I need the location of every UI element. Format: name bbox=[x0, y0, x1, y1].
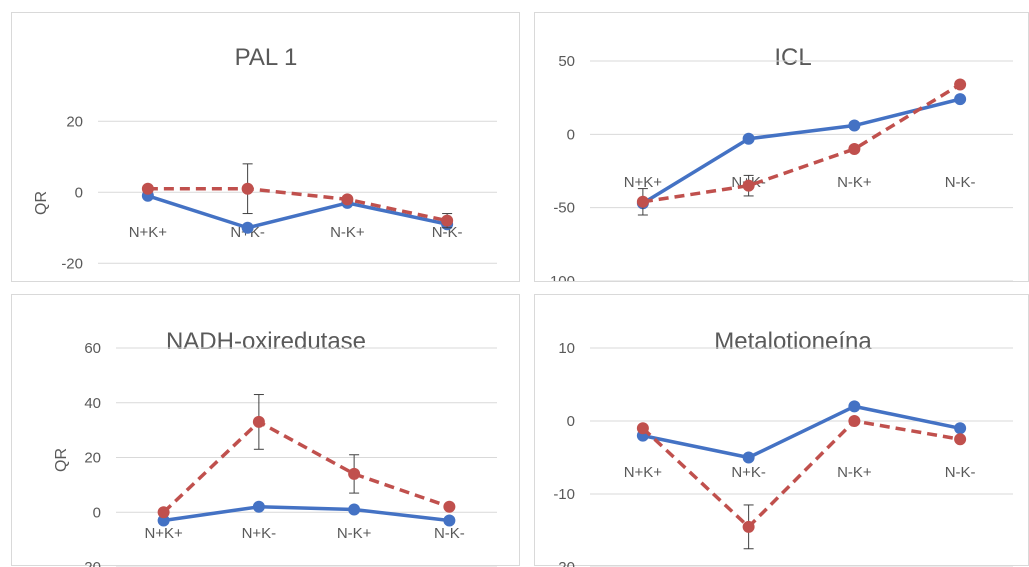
series-line bbox=[642, 404, 961, 460]
plot-area: 60 40 20 0 -20 N+K+ N+K- N-K+ N-K- bbox=[79, 340, 497, 567]
data-point bbox=[636, 195, 649, 208]
x-category-label: N-K+ bbox=[837, 174, 872, 191]
data-point bbox=[341, 193, 354, 206]
data-point bbox=[848, 119, 861, 132]
y-tick-label: -20 bbox=[553, 559, 575, 567]
y-tick-label: 0 bbox=[567, 126, 575, 143]
chart-panel-metalotioneina: Metalotioneína 10 0 -10 -20 N+K+ N+K- N-K+ N-K- bbox=[534, 294, 1029, 567]
y-axis-label: QR bbox=[53, 448, 70, 472]
series-line bbox=[147, 194, 448, 230]
data-point bbox=[348, 503, 361, 516]
data-point bbox=[848, 143, 861, 155]
x-category-label: N+K+ bbox=[624, 464, 663, 481]
y-tick-label: -10 bbox=[553, 486, 575, 503]
data-point bbox=[443, 500, 456, 513]
y-tick-label: -20 bbox=[79, 559, 101, 567]
y-tick-label: 20 bbox=[84, 450, 101, 467]
y-tick-label: 50 bbox=[558, 53, 575, 70]
data-point bbox=[954, 78, 967, 91]
data-point bbox=[252, 500, 265, 513]
y-tick-label: -50 bbox=[553, 200, 575, 217]
data-point bbox=[742, 179, 755, 192]
series-line bbox=[163, 505, 450, 523]
data-point bbox=[742, 132, 755, 145]
y-tick-label: 0 bbox=[567, 413, 575, 430]
chart-pal1: PAL 1 QR 200-20N+K+N+K-N-K+N-K- bbox=[33, 44, 497, 272]
series-line bbox=[641, 97, 961, 205]
chart-panel-nadh: NADH-oxiredutase QR 60 40 20 0 -20 N+K+ N+K- N-… bbox=[11, 294, 520, 567]
data-point bbox=[443, 514, 456, 527]
x-category-label: N-K- bbox=[434, 525, 465, 542]
data-point bbox=[848, 415, 861, 427]
data-point bbox=[252, 415, 265, 428]
x-category-label: N-K+ bbox=[837, 464, 872, 481]
chart-panel-pal1: PAL 1 QR 200-20N+K+N+K-N-K+N-K- bbox=[11, 12, 520, 282]
chart-metalotioneina: Metalotioneína 10 0 -10 -20 N+K+ N+K- N-K+ N-K- bbox=[553, 328, 1013, 567]
y-tick-label: 0 bbox=[75, 184, 83, 201]
data-point bbox=[241, 182, 254, 195]
data-point bbox=[441, 214, 454, 227]
data-point bbox=[141, 182, 154, 195]
data-point bbox=[636, 422, 649, 435]
plot-area: 500-50-100N+K+N+K-N-K+N-K- bbox=[545, 53, 1013, 281]
x-category-label: N-K+ bbox=[337, 525, 372, 542]
series-line bbox=[642, 82, 962, 204]
chart-nadh: NADH-oxiredutase QR 60 40 20 0 -20 N+K+ N+K- N-… bbox=[53, 328, 497, 567]
series-line bbox=[147, 186, 448, 223]
data-point bbox=[157, 514, 170, 527]
data-point bbox=[348, 467, 361, 480]
x-category-label: N+K- bbox=[731, 464, 766, 481]
data-point bbox=[241, 221, 254, 234]
y-tick-label: 10 bbox=[558, 340, 575, 357]
data-point bbox=[157, 506, 170, 519]
data-point bbox=[742, 451, 755, 464]
x-category-label: N-K- bbox=[945, 174, 976, 191]
data-point bbox=[954, 93, 967, 106]
chart-title: ICL bbox=[774, 44, 811, 71]
y-tick-label: 0 bbox=[93, 504, 101, 521]
series-line bbox=[162, 420, 450, 514]
x-category-label: N+K+ bbox=[144, 525, 183, 542]
x-category-label: N-K- bbox=[945, 464, 976, 481]
data-point bbox=[954, 433, 967, 446]
x-category-label: N+K+ bbox=[624, 174, 663, 191]
chart-panel-icl: ICL 500-50-100N+K+N+K-N-K+N-K- bbox=[534, 12, 1029, 282]
y-tick-label: 40 bbox=[84, 395, 101, 412]
series-line bbox=[641, 419, 961, 529]
data-point bbox=[954, 422, 967, 435]
plot-area: 200-20N+K+N+K-N-K+N-K- bbox=[61, 113, 497, 272]
x-category-label: N+K+ bbox=[129, 224, 168, 241]
plot-area: 10 0 -10 -20 N+K+ N+K- N-K+ N-K- bbox=[553, 340, 1013, 567]
x-category-label: N-K- bbox=[432, 224, 463, 241]
chart-icl: ICL 500-50-100N+K+N+K-N-K+N-K- bbox=[545, 44, 1013, 281]
chart-title: Metalotioneína bbox=[714, 328, 872, 355]
chart-title: PAL 1 bbox=[235, 44, 298, 71]
y-tick-label: -100 bbox=[545, 273, 575, 281]
y-axis-label: QR bbox=[33, 191, 50, 215]
y-tick-label: -20 bbox=[61, 255, 83, 272]
x-category-label: N-K+ bbox=[330, 224, 365, 241]
data-point bbox=[848, 400, 861, 413]
y-tick-label: 20 bbox=[66, 113, 83, 130]
x-category-label: N+K- bbox=[242, 525, 277, 542]
y-tick-label: 60 bbox=[84, 340, 101, 357]
data-point bbox=[742, 520, 755, 533]
chart-title: NADH-oxiredutase bbox=[166, 328, 366, 355]
